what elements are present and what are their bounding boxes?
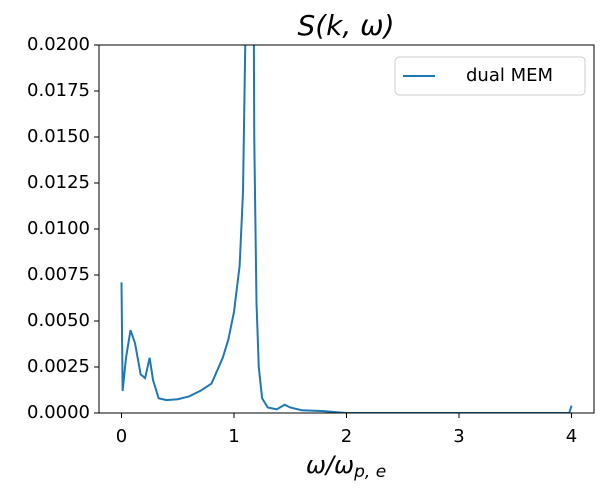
legend-box	[394, 56, 586, 96]
y-tick-label: 0.0000	[27, 402, 90, 423]
y-tick-label: 0.0025	[27, 356, 90, 377]
x-tick-label: 3	[453, 426, 464, 447]
x-tick-label: 4	[566, 426, 577, 447]
y-tick-label: 0.0050	[27, 310, 90, 331]
chart-title: S(k, ω)	[297, 9, 394, 42]
y-tick-label: 0.0175	[27, 80, 90, 101]
plot-frame	[98, 44, 595, 414]
legend-label: dual MEM	[466, 65, 553, 86]
x-tick-label: 0	[116, 426, 127, 447]
data-line	[120, 45, 573, 413]
y-tick-label: 0.0100	[27, 218, 90, 239]
y-tick-label: 0.0150	[27, 126, 90, 147]
y-tick-label: 0.0125	[27, 172, 90, 193]
x-tick-label: 2	[341, 426, 352, 447]
x-axis-label-sub: p, e	[353, 462, 386, 482]
x-axis-label: ω/ωp, e	[306, 451, 386, 482]
y-tick-label: 0.0200	[27, 34, 90, 55]
x-axis-label-base: ω/ω	[306, 451, 354, 479]
x-tick-label: 1	[228, 426, 239, 447]
legend: dual MEM	[394, 56, 586, 96]
y-tick-label: 0.0075	[27, 264, 90, 285]
